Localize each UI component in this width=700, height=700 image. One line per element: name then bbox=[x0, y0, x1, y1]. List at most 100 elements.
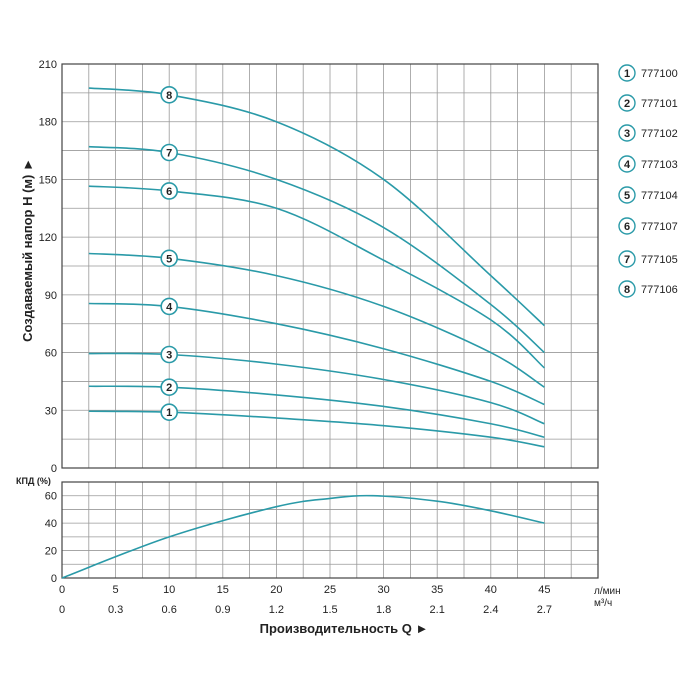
x-primary-tick-label: 20 bbox=[270, 584, 282, 596]
head-curve-3 bbox=[88, 352, 545, 425]
x-secondary-tick-label: 0.9 bbox=[215, 604, 230, 616]
x-secondary-tick-label: 2.7 bbox=[537, 604, 552, 616]
head-y-tick-label: 0 bbox=[51, 463, 57, 475]
y-axis-title: Создаваемый напор H (м) ► bbox=[20, 158, 35, 342]
legend-marker-ring bbox=[618, 155, 636, 173]
head-y-tick-label: 180 bbox=[39, 117, 57, 129]
head-y-tick-label: 30 bbox=[45, 405, 57, 417]
legend-item-5: 5 777104 bbox=[618, 186, 678, 204]
legend-label: 777105 bbox=[641, 254, 678, 266]
x-primary-tick-label: 35 bbox=[431, 584, 443, 596]
curve-marker-6: 6 bbox=[160, 182, 178, 200]
legend-item-1: 1 777100 bbox=[618, 64, 678, 82]
curve-marker-number: 6 bbox=[166, 186, 172, 198]
curve-marker-ring bbox=[160, 85, 178, 104]
legend-marker-number: 8 bbox=[624, 284, 630, 296]
curve-marker-number: 5 bbox=[166, 253, 172, 265]
curve-marker-number: 7 bbox=[166, 147, 172, 159]
head-y-tick-label: 150 bbox=[39, 174, 57, 186]
head-curve-8 bbox=[88, 87, 545, 327]
curve-marker-ring bbox=[160, 143, 178, 162]
x-secondary-tick-label: 0 bbox=[59, 604, 65, 616]
x-secondary-tick-label: 0.3 bbox=[108, 604, 123, 616]
legend-item-4: 4 777103 bbox=[618, 155, 678, 173]
head-y-tick-label: 120 bbox=[39, 232, 57, 244]
x-primary-tick-label: 40 bbox=[485, 584, 497, 596]
curve-marker-4: 4 bbox=[160, 297, 178, 316]
x-axis: 0 5 10 15 20 25 30 35 40 45 0 0.3 0.6 0.9 1.2 1.5 1.8 2.1… bbox=[59, 584, 552, 616]
curve-marker-ring bbox=[160, 182, 178, 200]
eff-y-tick-label: 20 bbox=[45, 546, 57, 558]
legend-item-8: 8 777106 bbox=[618, 280, 678, 298]
curve-marker-number: 2 bbox=[166, 382, 172, 394]
eff-y-tick-label: 40 bbox=[45, 518, 57, 530]
legend-label: 777100 bbox=[641, 68, 678, 80]
head-y-tick-label: 210 bbox=[39, 59, 57, 71]
x-secondary-tick-label: 1.8 bbox=[376, 604, 391, 616]
x-secondary-tick-label: 2.1 bbox=[430, 604, 445, 616]
efficiency-curve bbox=[61, 494, 545, 579]
curve-marker-ring bbox=[160, 297, 178, 316]
head-y-tick-label: 90 bbox=[45, 290, 57, 302]
legend-marker-ring bbox=[618, 94, 636, 112]
legend-marker-ring bbox=[618, 64, 636, 82]
curve-marker-ring bbox=[160, 345, 178, 364]
head-curve-5 bbox=[88, 252, 545, 388]
legend-label: 777102 bbox=[641, 128, 678, 140]
x-secondary-tick-label: 1.2 bbox=[269, 604, 284, 616]
legend-label: 777107 bbox=[641, 221, 678, 233]
eff-frame bbox=[61, 481, 599, 579]
curve-marker-ring bbox=[160, 378, 178, 397]
curve-marker-number: 3 bbox=[166, 349, 172, 361]
eff-y-tick-label: 0 bbox=[51, 573, 57, 585]
x-axis-title: Производительность Q ► bbox=[260, 621, 429, 636]
legend-marker-number: 6 bbox=[624, 221, 630, 233]
legend-item-2: 2 777101 bbox=[618, 94, 678, 112]
curve-marker-number: 4 bbox=[166, 301, 173, 313]
legend-label: 777104 bbox=[641, 190, 678, 202]
head-curve-6 bbox=[88, 185, 545, 369]
x-secondary-tick-label: 2.4 bbox=[483, 604, 498, 616]
legend-marker-number: 7 bbox=[624, 254, 630, 266]
legend-label: 777106 bbox=[641, 284, 678, 296]
curve-marker-1: 1 bbox=[160, 403, 178, 422]
legend-marker-ring bbox=[618, 124, 636, 142]
legend-marker-ring bbox=[618, 217, 636, 235]
legend-marker-number: 1 bbox=[624, 68, 630, 80]
curve-marker-3: 3 bbox=[160, 345, 178, 364]
curve-marker-7: 7 bbox=[160, 143, 178, 162]
curve-marker-2: 2 bbox=[160, 378, 178, 397]
legend-marker-ring bbox=[618, 186, 636, 204]
x-secondary-tick-label: 1.5 bbox=[322, 604, 337, 616]
legend-marker-number: 2 bbox=[624, 98, 630, 110]
x-primary-tick-label: 10 bbox=[163, 584, 175, 596]
legend-item-6: 6 777107 bbox=[618, 217, 678, 235]
x-primary-tick-label: 30 bbox=[377, 584, 389, 596]
legend-label: 777101 bbox=[641, 98, 678, 110]
curve-marker-5: 5 bbox=[160, 249, 178, 268]
x-secondary-tick-label: 0.6 bbox=[162, 604, 177, 616]
curve-marker-ring bbox=[160, 249, 178, 268]
curve-marker-8: 8 bbox=[160, 85, 178, 104]
x-primary-tick-label: 25 bbox=[324, 584, 336, 596]
efficiency-axis-title: КПД (%) bbox=[16, 476, 51, 486]
legend-marker-number: 3 bbox=[624, 128, 630, 140]
x-primary-tick-label: 45 bbox=[538, 584, 550, 596]
legend-item-7: 7 777105 bbox=[618, 250, 678, 268]
x-primary-tick-label: 0 bbox=[59, 584, 65, 596]
x-primary-tick-label: 5 bbox=[113, 584, 119, 596]
eff-y-tick-label: 60 bbox=[45, 491, 57, 503]
legend-marker-number: 5 bbox=[624, 190, 630, 202]
legend-item-3: 3 777102 bbox=[618, 124, 678, 142]
x-primary-tick-label: 15 bbox=[217, 584, 229, 596]
curve-marker-number: 1 bbox=[166, 407, 172, 419]
legend-marker-ring bbox=[618, 250, 636, 268]
legend-marker-ring bbox=[618, 280, 636, 298]
head-frame bbox=[61, 63, 599, 469]
x-primary-unit: л/мин bbox=[594, 586, 621, 597]
head-curve-7 bbox=[88, 145, 545, 354]
curve-marker-ring bbox=[160, 403, 178, 422]
head-panel: 0 30 60 90 120 150 180 210 1 2 3 4 5 6 7 8 bbox=[39, 59, 599, 475]
efficiency-panel: 0 20 40 60 bbox=[45, 481, 599, 585]
